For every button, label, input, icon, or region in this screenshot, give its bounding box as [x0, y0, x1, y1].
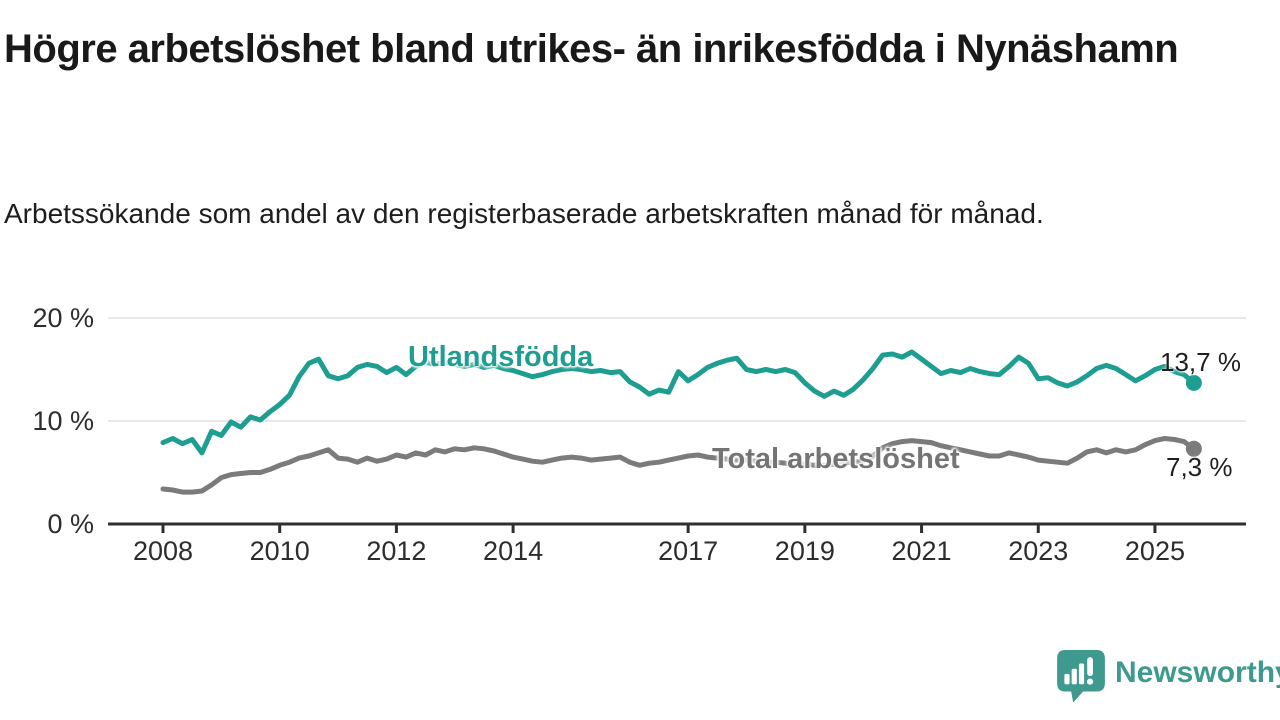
x-tick-label: 2010 — [250, 536, 310, 566]
y-tick-label: 10 % — [32, 406, 94, 436]
x-tick-label: 2023 — [1008, 536, 1068, 566]
x-tick-label: 2012 — [366, 536, 426, 566]
series-label-utlandsfodda: Utlandsfödda — [408, 341, 594, 373]
x-tick-label: 2014 — [483, 536, 543, 566]
x-tick-label: 2019 — [775, 536, 835, 566]
x-tick-label: 2025 — [1125, 536, 1185, 566]
x-tick-label: 2021 — [892, 536, 952, 566]
series-end-dot-utlandsfodda — [1185, 374, 1202, 391]
x-tick-label: 2017 — [658, 536, 718, 566]
page-title: Högre arbetslöshet bland utrikes- än inr… — [4, 27, 1179, 71]
series-line-utlandsfodda — [160, 349, 1197, 456]
y-tick-label: 0 % — [47, 509, 94, 539]
logo-barchart-glyph — [1064, 657, 1094, 685]
end-value-label-utlandsfodda: 13,7 % — [1160, 347, 1241, 377]
end-value-label-total: 7,3 % — [1166, 452, 1233, 482]
newsworthy-logo: Newsworthy — [1057, 650, 1280, 704]
y-tick-label: 20 % — [32, 303, 94, 333]
chart-subtitle: Arbetssökande som andel av den registerb… — [4, 198, 1044, 229]
series-label-total-arbetsloshet: Total arbetslöshet — [712, 443, 960, 475]
newsworthy-logo-icon — [1057, 650, 1105, 703]
x-tick-label: 2008 — [133, 536, 193, 566]
newsworthy-wordmark: Newsworthy — [1115, 656, 1280, 689]
series-line-total — [160, 436, 1197, 495]
series-end-dot-total — [1185, 440, 1202, 457]
